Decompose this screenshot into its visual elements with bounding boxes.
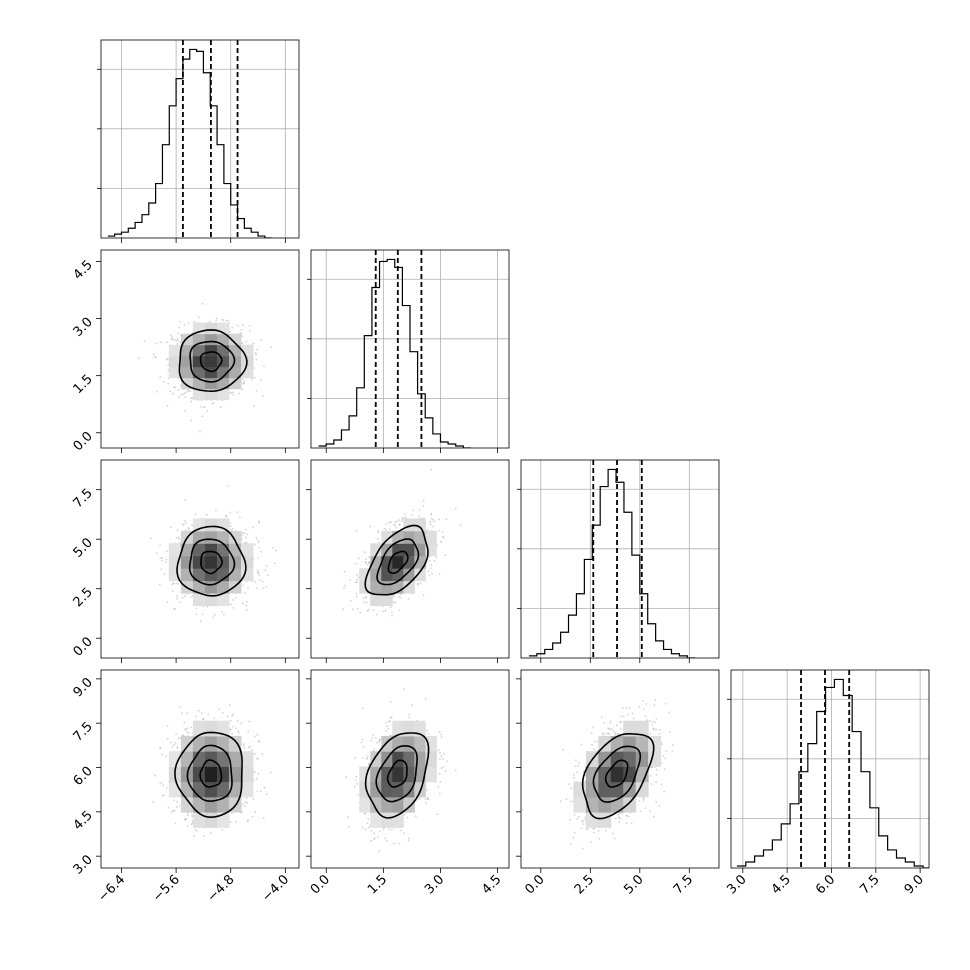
xtick-label-2-3: 7.5: [671, 872, 696, 897]
joint-panel-3-0: [152, 704, 272, 837]
ytick-label-3-2: 6.0: [71, 764, 96, 789]
ytick-label-1-2: 3.0: [71, 315, 96, 340]
density-cells-2-0: [168, 518, 254, 607]
xtick-label-3-3: 7.5: [857, 872, 882, 897]
contour-3-1-0: [386, 759, 408, 788]
histogram-panel-3: [727, 669, 930, 869]
histogram-panel-1: [307, 249, 510, 449]
xtick-label-0-3: −4.0: [259, 872, 292, 905]
joint-frame-3-2: [520, 669, 720, 869]
contour-1-0-2: [178, 329, 248, 393]
joint-frame-3-0: [100, 669, 300, 869]
joint-panel-3-1: [345, 688, 457, 853]
density-cells-3-0: [168, 720, 254, 828]
xtick-label-2-1: 2.5: [572, 872, 597, 897]
ytick-label-1-0: 0.0: [71, 429, 96, 454]
ytick-label-2-3: 7.5: [71, 486, 96, 511]
histogram-panel-2: [517, 459, 720, 659]
ytick-label-2-0: 0.0: [71, 634, 96, 659]
xtick-label-0-1: −5.6: [150, 872, 183, 905]
joint-frame-2-1: [310, 459, 510, 659]
ytick-label-3-3: 7.5: [71, 719, 96, 744]
xtick-label-1-0: 0.0: [308, 872, 333, 897]
histogram-frame-1: [310, 249, 510, 449]
histogram-1: [318, 258, 471, 448]
joint-frame-2-0: [100, 459, 300, 659]
contour-2-1-0: [387, 550, 409, 574]
ytick-label-1-1: 1.5: [71, 372, 96, 397]
contour-3-0-1: [186, 744, 233, 802]
contour-2-0-2: [176, 525, 247, 597]
histogram-frame-0: [100, 39, 300, 239]
contour-3-1-1: [375, 745, 418, 803]
xtick-label-3-1: 4.5: [769, 872, 794, 897]
contour-3-0-2: [174, 731, 243, 819]
contour-3-2-2: [581, 733, 655, 820]
contour-3-2-1: [592, 745, 642, 803]
joint-frame-3-1: [310, 669, 510, 869]
density-cells-1-0: [168, 322, 254, 401]
histogram-panel-0: [97, 39, 300, 239]
xtick-label-0-2: −4.8: [205, 872, 238, 905]
histogram-0: [107, 48, 272, 238]
contour-2-1-1: [376, 538, 420, 586]
joint-panel-1-0: [138, 302, 273, 433]
xtick-label-3-4: 9.0: [902, 872, 927, 897]
contour-2-1-2: [364, 524, 429, 596]
xtick-label-2-0: 0.0: [522, 872, 547, 897]
contour-3-1-2: [364, 732, 430, 819]
ytick-label-3-0: 3.0: [71, 852, 96, 877]
ytick-label-2-1: 2.5: [71, 585, 96, 610]
histogram-frame-2: [520, 459, 720, 659]
xtick-label-0-0: −6.4: [95, 872, 128, 905]
contour-3-0-0: [199, 759, 223, 788]
xtick-label-1-1: 1.5: [365, 872, 390, 897]
xtick-label-3-0: 3.0: [724, 872, 749, 897]
xtick-label-1-3: 4.5: [479, 872, 504, 897]
joint-panel-3-2: [521, 699, 674, 850]
joint-panel-2-0: [149, 485, 277, 623]
ytick-label-2-2: 5.0: [71, 535, 96, 560]
contour-1-0-0: [199, 351, 223, 373]
ytick-label-3-1: 4.5: [71, 808, 96, 833]
contour-2-0-1: [188, 538, 236, 586]
histogram-3: [736, 678, 929, 868]
xtick-label-3-2: 6.0: [813, 872, 838, 897]
ytick-label-1-3: 4.5: [71, 258, 96, 283]
xtick-label-1-2: 3.0: [422, 872, 447, 897]
ytick-label-3-4: 9.0: [71, 675, 96, 700]
contour-3-2-0: [604, 759, 629, 788]
xtick-label-2-2: 5.0: [621, 872, 646, 897]
contour-1-0-1: [189, 340, 236, 383]
joint-frame-1-0: [100, 249, 300, 449]
joint-panel-2-1: [342, 468, 462, 617]
histogram-2: [528, 468, 696, 658]
histogram-frame-3: [730, 669, 930, 869]
contour-2-0-0: [200, 550, 223, 575]
